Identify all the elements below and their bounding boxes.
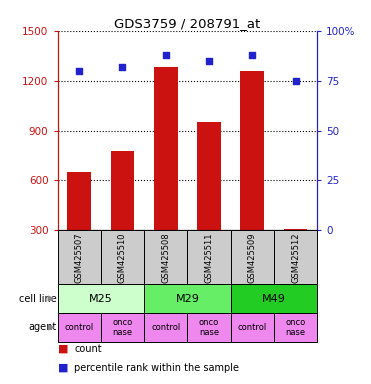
Point [206, 58, 212, 64]
Title: GDS3759 / 208791_at: GDS3759 / 208791_at [114, 17, 260, 30]
Text: control: control [65, 323, 94, 332]
Point [76, 68, 82, 74]
Text: GSM425509: GSM425509 [248, 232, 257, 283]
Text: onco
nase: onco nase [285, 318, 306, 337]
Bar [67, 172, 91, 230]
Text: count: count [74, 344, 102, 354]
Text: onco
nase: onco nase [112, 318, 132, 337]
Text: M49: M49 [262, 293, 286, 304]
Bar [231, 284, 317, 313]
Bar [58, 230, 101, 284]
Bar [231, 313, 274, 342]
Bar [274, 313, 317, 342]
Bar [58, 284, 144, 313]
Text: ■: ■ [58, 344, 68, 354]
Bar [154, 67, 178, 230]
Bar [144, 313, 187, 342]
Text: M29: M29 [175, 293, 199, 304]
Bar [144, 284, 231, 313]
Bar [111, 151, 134, 230]
Text: control: control [238, 323, 267, 332]
Bar [58, 313, 101, 342]
Text: agent: agent [29, 322, 57, 333]
Text: GSM425512: GSM425512 [291, 232, 300, 283]
Bar [144, 230, 187, 284]
Text: GSM425511: GSM425511 [204, 232, 213, 283]
Bar [101, 313, 144, 342]
Point [293, 78, 299, 84]
Point [163, 51, 169, 58]
Text: GSM425508: GSM425508 [161, 232, 170, 283]
Point [119, 64, 125, 70]
Text: percentile rank within the sample: percentile rank within the sample [74, 362, 239, 373]
Bar [197, 122, 221, 230]
Text: cell line: cell line [19, 293, 57, 304]
Bar [240, 71, 264, 230]
Bar [187, 230, 231, 284]
Bar [231, 230, 274, 284]
Bar [187, 313, 231, 342]
Point [249, 51, 255, 58]
Text: GSM425510: GSM425510 [118, 232, 127, 283]
Bar [101, 230, 144, 284]
Text: onco
nase: onco nase [199, 318, 219, 337]
Text: GSM425507: GSM425507 [75, 232, 83, 283]
Text: M25: M25 [89, 293, 113, 304]
Text: control: control [151, 323, 180, 332]
Text: ■: ■ [58, 362, 68, 373]
Bar [284, 229, 308, 230]
Bar [274, 230, 317, 284]
